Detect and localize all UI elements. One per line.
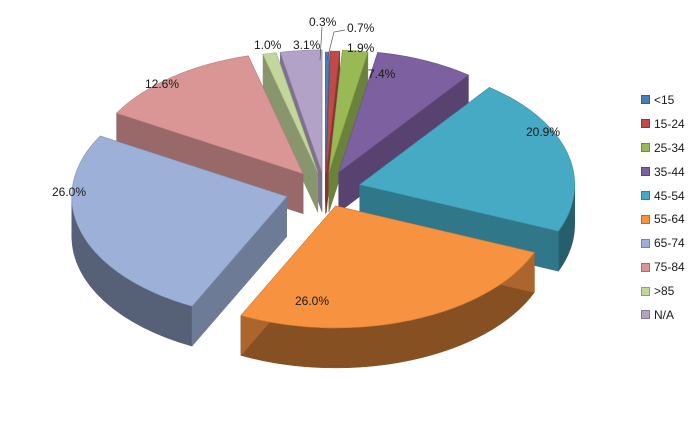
- legend-item-35-44: 35-44: [641, 160, 685, 184]
- legend-item-65-74: 65-74: [641, 231, 685, 255]
- legend-item-na: N/A: [641, 303, 685, 327]
- legend-swatch: [641, 262, 650, 272]
- data-label-35-44: 7.4%: [368, 67, 396, 81]
- data-label-gt-85: 1.0%: [254, 38, 282, 52]
- legend-swatch: [641, 119, 650, 129]
- leader-line: [319, 26, 323, 61]
- data-label-75-84: 12.6%: [145, 77, 179, 91]
- data-label-65-74: 26.0%: [52, 185, 86, 199]
- legend-item-gt-85: >85: [641, 279, 685, 303]
- legend-swatch: [641, 238, 650, 248]
- legend-swatch: [641, 95, 650, 105]
- legend-item-75-84: 75-84: [641, 255, 685, 279]
- legend-item-45-54: 45-54: [641, 184, 685, 208]
- data-label-lt-15: 0.3%: [309, 15, 337, 29]
- legend-swatch: [641, 167, 650, 177]
- legend-swatch: [641, 310, 650, 320]
- data-label-15-24: 0.7%: [347, 21, 375, 35]
- legend-label: <15: [654, 92, 675, 107]
- legend-label: 65-74: [654, 236, 685, 251]
- legend-label: 15-24: [654, 116, 685, 131]
- legend-swatch: [641, 143, 650, 153]
- legend-swatch: [641, 286, 650, 296]
- leader-line: [326, 29, 346, 61]
- legend-item-25-34: 25-34: [641, 136, 685, 160]
- pie-slice-55-64: [240, 205, 535, 369]
- chart-legend: <15 15-24 25-34 35-44 45-54 55-64 65-74 75-84 >8…: [641, 88, 685, 327]
- data-label-na: 3.1%: [293, 38, 321, 52]
- legend-item-15-24: 15-24: [641, 112, 685, 136]
- data-label-45-54: 20.9%: [526, 125, 560, 139]
- legend-swatch: [641, 214, 650, 224]
- legend-label: >85: [654, 284, 675, 299]
- legend-item-lt-15: <15: [641, 88, 685, 112]
- legend-label: 25-34: [654, 140, 685, 155]
- data-label-25-34: 1.9%: [347, 41, 375, 55]
- legend-label: 75-84: [654, 260, 685, 275]
- legend-swatch: [641, 191, 650, 200]
- legend-label: 35-44: [654, 164, 685, 179]
- pie-slice-65-74: [71, 135, 288, 347]
- legend-item-55-64: 55-64: [641, 207, 685, 231]
- legend-label: 45-54: [654, 188, 685, 203]
- data-label-55-64: 26.0%: [295, 294, 329, 308]
- legend-label: 55-64: [654, 212, 685, 227]
- legend-label: N/A: [654, 307, 675, 322]
